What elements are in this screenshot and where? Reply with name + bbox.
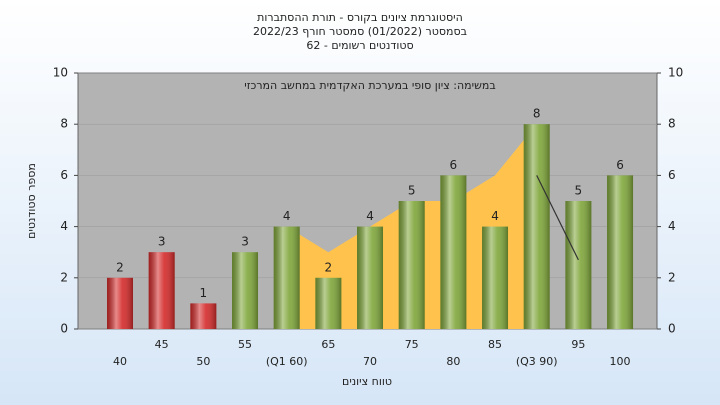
data-label: 2 [116,260,124,274]
y-tick-label: 6 [60,168,68,182]
chart-title: בסמסטר (01/2022) סמסטר חורף 2022/23 [253,25,467,38]
annotation: במשימה: ציון סופי במערכת האקדמית במחשב ה… [244,79,495,92]
x-tick-label: 45 [155,338,169,351]
x-tick-label: 100 [610,355,631,368]
bar-shine [190,303,217,329]
data-label: 3 [241,235,249,249]
x-tick-label: 95 [571,338,585,351]
y2-tick-label: 0 [668,322,676,336]
x-tick-label: 85 [488,338,502,351]
x-tick-label: (Q3 90) [516,355,558,368]
bar-shine [565,201,592,329]
bar-shine [607,175,634,329]
data-label: 3 [158,235,166,249]
data-label: 8 [533,107,541,121]
bar-shine [440,175,467,329]
y2-tick-label: 6 [668,168,676,182]
line [536,175,579,261]
x-axis-label: טווח ציונים [342,375,392,388]
chart-title: היסטוגרמת ציונים בקורס - תורת ההסתברות [257,11,463,24]
x-tick-label: 70 [363,355,377,368]
data-label: 4 [366,209,374,223]
x-tick-label: 75 [405,338,419,351]
data-label: 4 [491,209,499,223]
y-tick-label: 0 [60,322,68,336]
x-tick-label: (Q1 60) [266,355,308,368]
bar-shine [107,277,133,329]
x-tick-label: 55 [238,338,252,351]
bar-shine [148,252,175,329]
bar-shine [523,124,550,329]
data-label: 6 [616,158,624,172]
bar-shine [398,201,425,329]
data-label: 2 [325,260,333,274]
y-axis-label: מספר סטודנטים [25,163,38,239]
x-tick-label: 50 [196,355,210,368]
x-tick-label: 80 [446,355,460,368]
y-tick-label: 8 [60,117,68,131]
y-tick-label: 10 [53,66,68,80]
bar-shine [315,277,342,329]
data-label: 5 [408,184,416,198]
chart-title: סטודנטים רשומים - 62 [306,39,413,52]
y2-tick-label: 10 [668,66,683,80]
y2-tick-label: 2 [668,270,676,284]
data-label: 1 [200,286,208,300]
y2-tick-label: 8 [668,117,676,131]
bar-shine [482,226,509,329]
bar-shine [273,226,300,329]
data-label: 6 [450,158,458,172]
y-tick-label: 4 [60,219,68,233]
bar-shine [357,226,384,329]
y-tick-label: 2 [60,270,68,284]
bar-shine [232,252,259,329]
y2-tick-label: 4 [668,219,676,233]
data-label: 5 [575,184,583,198]
data-label: 4 [283,209,291,223]
x-tick-label: 40 [113,355,127,368]
x-tick-label: 65 [321,338,335,351]
